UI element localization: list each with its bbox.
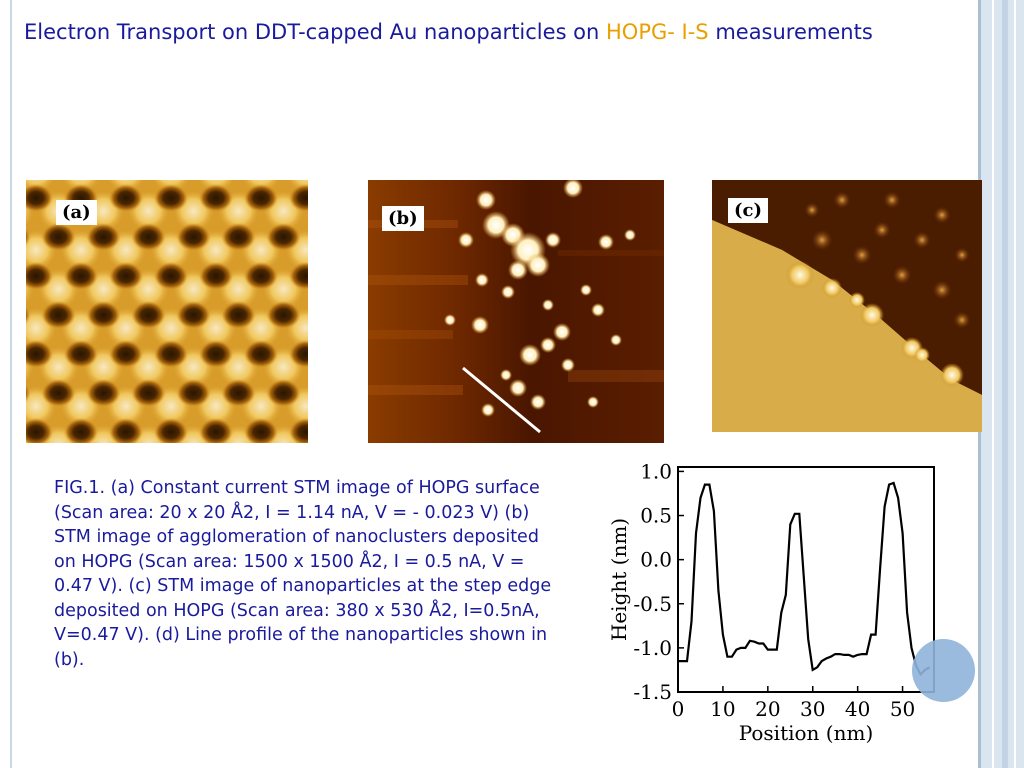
stm-hexagonal-lattice-image — [26, 180, 308, 443]
panel-b-image: (b) — [368, 180, 664, 443]
y-tick-label: -0.5 — [633, 592, 672, 616]
plot-frame — [677, 466, 935, 693]
title-main: Electron Transport on DDT-capped Au nano… — [24, 20, 607, 44]
y-tick-label: -1.0 — [633, 636, 672, 660]
slide-title: Electron Transport on DDT-capped Au nano… — [24, 20, 1014, 44]
title-end: measurements — [708, 20, 873, 44]
x-tick-label: 40 — [845, 697, 870, 721]
profile-line — [678, 481, 931, 677]
panel-c-image: (c) — [712, 180, 982, 432]
right-decoration — [978, 0, 1024, 768]
panel-a-label: (a) — [56, 200, 97, 225]
panel-a-image: (a) — [26, 180, 308, 443]
stm-step-edge-image — [712, 180, 982, 432]
x-tick-label: 10 — [710, 697, 735, 721]
panel-c-label: (c) — [728, 198, 768, 223]
figure-caption: FIG.1. (a) Constant current STM image of… — [54, 478, 552, 670]
left-rule — [10, 0, 12, 768]
y-tick-label: -1.5 — [633, 680, 672, 704]
x-tick-label: 50 — [890, 697, 915, 721]
x-tick-label: 30 — [800, 697, 825, 721]
line-profile-svg: 1.0 0.5 0.0 -0.5 -1.0 -1.50 10 20 30 40 50 Position… — [607, 459, 935, 745]
y-tick-label: 0.0 — [640, 548, 672, 572]
y-tick-label: 1.0 — [640, 459, 672, 483]
y-axis-label: Height (nm) — [607, 518, 631, 641]
x-tick-label: 0 — [672, 697, 685, 721]
y-tick-label: 0.5 — [640, 504, 672, 528]
x-tick-label: 20 — [755, 697, 780, 721]
x-axis-label: Position (nm) — [739, 721, 874, 745]
title-highlight: HOPG- I-S — [606, 20, 709, 44]
panel-b-label: (b) — [382, 206, 424, 231]
line-profile-chart: 1.0 0.5 0.0 -0.5 -1.0 -1.5 0 10 20 30 40 50 Position… — [600, 455, 960, 759]
decorative-circle — [912, 639, 975, 702]
